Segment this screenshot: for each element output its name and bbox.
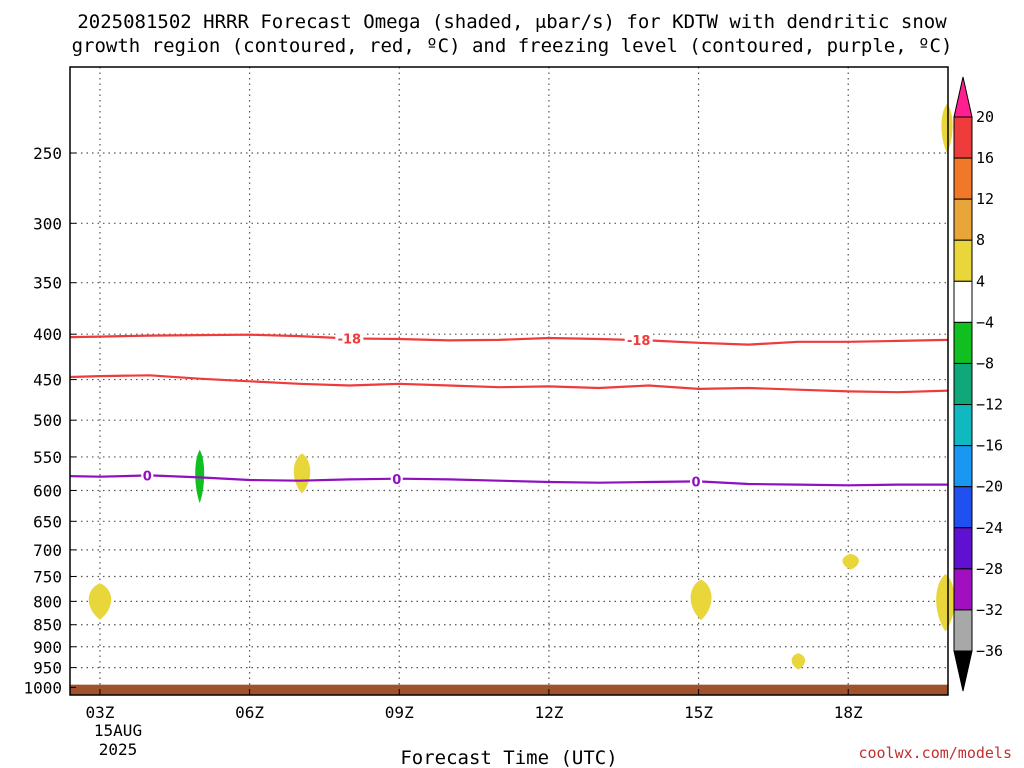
colorbar-label-8: −16 [976,437,1003,455]
plot-border [69,66,949,696]
x-tick-label-18Z: 18Z [834,703,863,722]
y-tick-label-500: 500 [33,411,62,430]
year-label: 2025 [99,740,138,759]
y-tick-label-650: 650 [33,512,62,531]
colorbar-label-2: 12 [976,190,994,208]
y-tick-label-250: 250 [33,144,62,163]
y-tick-label-350: 350 [33,274,62,293]
date-label: 15AUG [94,721,142,740]
colorbar-label-7: −12 [976,396,1003,414]
y-tick-label-300: 300 [33,214,62,233]
colorbar-label-9: −20 [976,478,1003,496]
y-tick-label-750: 750 [33,567,62,586]
colorbar-segment-8 [953,445,973,488]
contour-dgz-0 [69,333,949,346]
y-tick-label-550: 550 [33,448,62,467]
omega-blob-7 [941,103,953,154]
contour-freezing-2 [69,474,948,487]
colorbar-label-13: −36 [976,642,1003,660]
colorbar-segment-6 [953,362,973,406]
omega-blob-2 [293,453,311,494]
colorbar-label-4: 4 [976,272,985,290]
chart-title-line2: growth region (contoured, red, ºC) and f… [72,35,953,57]
contour-dgz-1 [69,374,949,394]
x-tick-label-09Z: 09Z [385,703,414,722]
contour-label-bg-2-1 [390,471,403,486]
x-tick-label-06Z: 06Z [235,703,264,722]
y-tick-label-700: 700 [33,541,62,560]
x-tick-label-12Z: 12Z [534,703,563,722]
credit-text: coolwx.com/models [858,744,1012,762]
colorbar-label-6: −8 [976,354,994,372]
omega-blob-0 [88,583,112,620]
contour-label-0-0: -18 [338,332,362,347]
contour-layer: -18 -18 0 0 0 [69,331,949,490]
colorbar-segment-1 [953,157,973,200]
contour-label-2-0: 0 [143,469,152,484]
contour-label-bg-0-1 [624,333,653,348]
y-tick-label-400: 400 [33,325,62,344]
ground-layer [70,684,948,695]
omega-blob-4 [842,553,859,570]
omega-blob-5 [791,653,806,670]
colorbar-segment-3 [953,239,973,282]
shaded-omega-layer [88,103,955,670]
plot-frame [70,67,948,695]
plot-area: -18 -18 0 0 0 250 300 350 400 450 500 550 600 650 700… [23,66,955,722]
contour-label-bg-0-0 [335,331,364,346]
colorbar-segment-11 [953,568,973,611]
x-tick-label-03Z: 03Z [85,703,114,722]
contour-label-bg-2-0 [141,468,154,483]
y-tick-label-950: 950 [33,659,62,678]
colorbar-segment-7 [953,404,973,447]
y-tick-label-1000: 1000 [23,678,62,697]
colorbar: 20 16 12 8 4 −4 −8 −12 −16 −20 −24 −28 −32 −36 [953,76,1003,692]
contour-label-2-2: 0 [692,475,701,490]
colorbar-label-12: −32 [976,601,1003,619]
omega-blob-3 [690,579,712,621]
colorbar-label-11: −28 [976,560,1003,578]
colorbar-segment-4 [953,280,973,323]
colorbar-label-0: 20 [976,108,994,126]
colorbar-segment-5 [953,321,973,364]
colorbar-bottom-extend [953,650,973,692]
x-tick-label-15Z: 15Z [684,703,713,722]
colorbar-label-5: −4 [976,313,994,331]
colorbar-segment-2 [953,198,973,241]
colorbar-label-3: 8 [976,231,985,249]
y-tick-label-600: 600 [33,481,62,500]
colorbar-segment-9 [953,486,973,529]
contour-label-2-1: 0 [392,473,401,488]
colorbar-label-10: −24 [976,519,1003,537]
omega-blob-6 [936,573,955,632]
y-tick-label-450: 450 [33,371,62,390]
contour-label-0-1: -18 [627,334,651,349]
y-tick-label-850: 850 [33,616,62,635]
chart-title-line1: 2025081502 HRRR Forecast Omega (shaded, … [77,11,947,33]
x-axis: 03Z 06Z 09Z 12Z 15Z 18Z [85,689,863,722]
y-axis: 250 300 350 400 450 500 550 600 650 700 750 800 850 9… [23,144,76,697]
colorbar-segment-10 [953,527,973,570]
colorbar-label-1: 16 [976,149,994,167]
x-axis-label: Forecast Time (UTC) [400,747,617,768]
colorbar-segment-12 [953,609,973,652]
colorbar-segment-0 [953,116,973,159]
colorbar-top-extend [953,76,973,118]
y-tick-label-800: 800 [33,592,62,611]
contour-label-bg-2-2 [690,474,703,489]
ground-surface [70,684,948,695]
y-tick-label-900: 900 [33,638,62,657]
